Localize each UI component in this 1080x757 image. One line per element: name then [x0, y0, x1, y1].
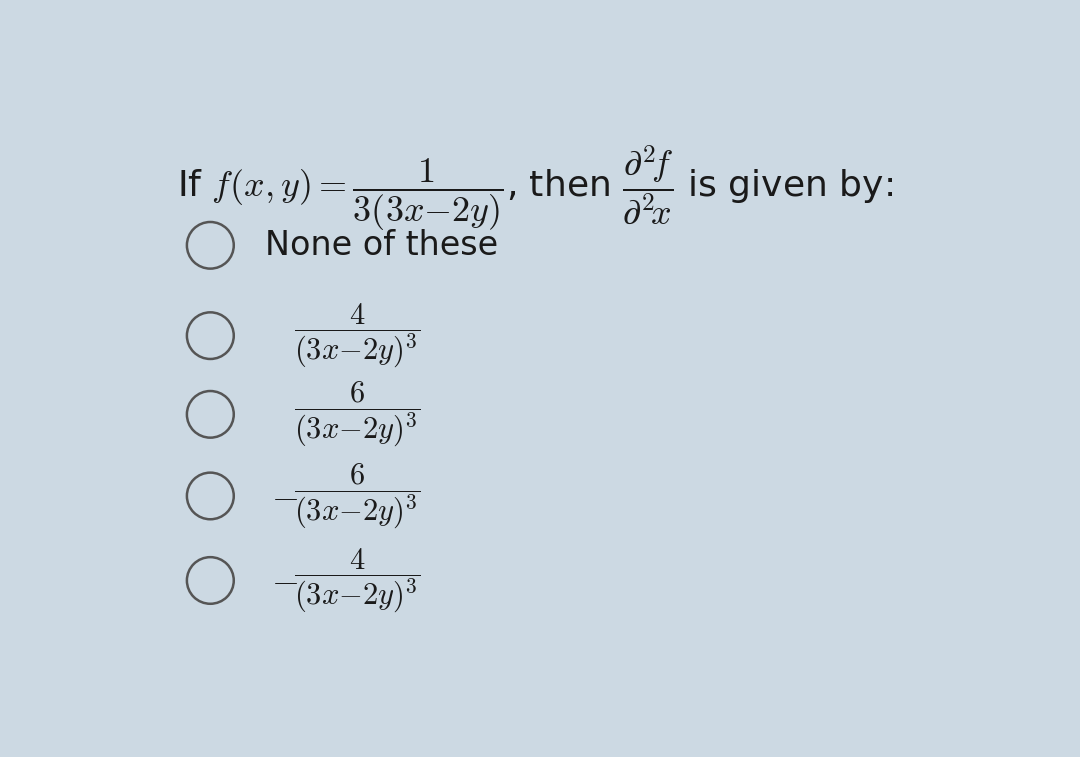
Text: $-$: $-$ [271, 563, 298, 597]
Text: None of these: None of these [265, 229, 498, 262]
Text: If $f(x, y) = \dfrac{1}{3(3x{-}2y)}$, then $\dfrac{\partial^2\!f}{\partial^2\!x}: If $f(x, y) = \dfrac{1}{3(3x{-}2y)}$, th… [177, 143, 893, 232]
Text: $\dfrac{4}{(3x{-}2y)^3}$: $\dfrac{4}{(3x{-}2y)^3}$ [294, 547, 420, 615]
Text: $\dfrac{6}{(3x{-}2y)^3}$: $\dfrac{6}{(3x{-}2y)^3}$ [294, 380, 420, 449]
Text: $\dfrac{4}{(3x{-}2y)^3}$: $\dfrac{4}{(3x{-}2y)^3}$ [294, 301, 420, 370]
Text: $-$: $-$ [271, 479, 298, 513]
Text: $\dfrac{6}{(3x{-}2y)^3}$: $\dfrac{6}{(3x{-}2y)^3}$ [294, 461, 420, 531]
